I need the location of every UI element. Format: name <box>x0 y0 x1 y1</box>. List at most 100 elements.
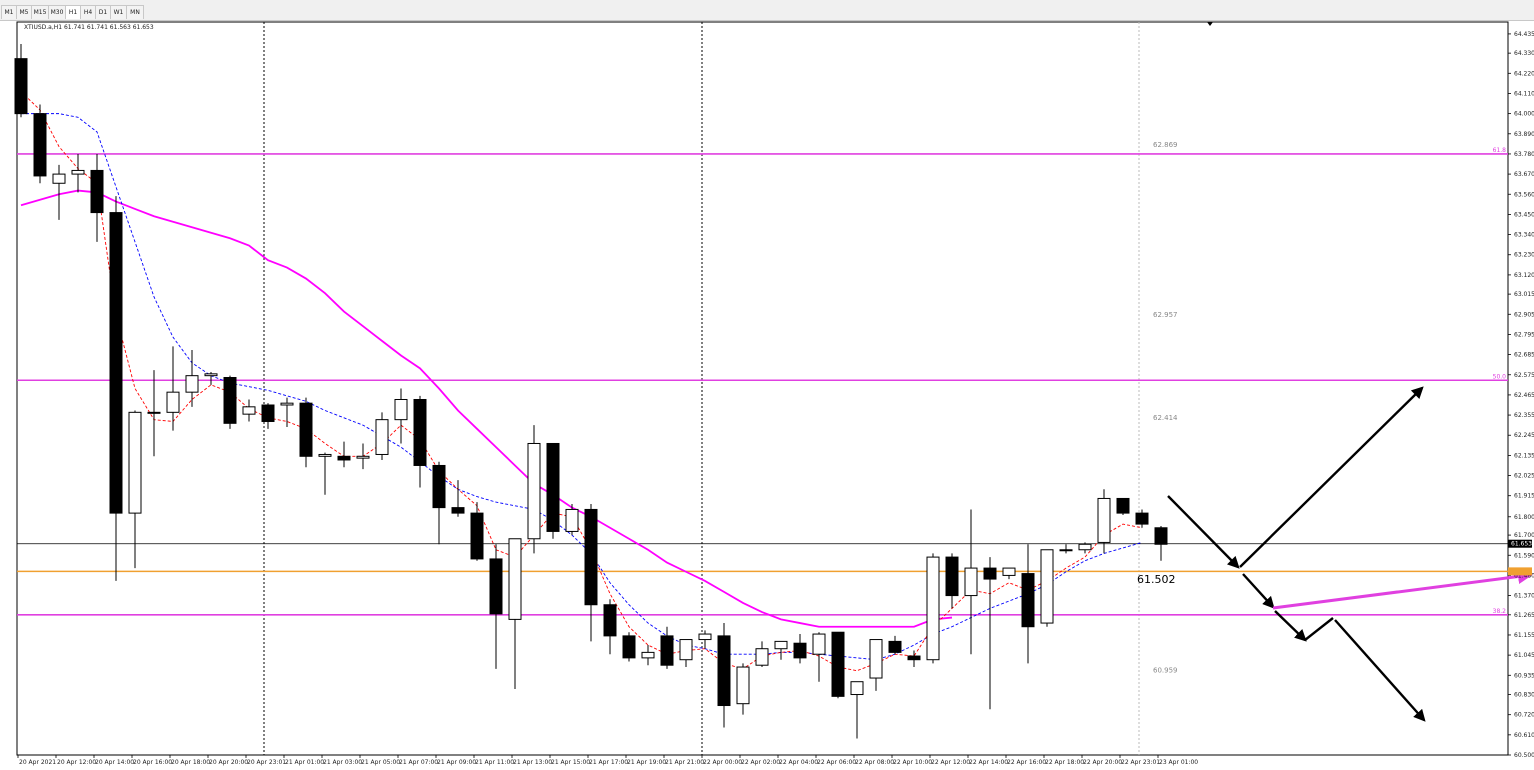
orange-price-badge <box>1508 567 1532 576</box>
candle-body-56 <box>1078 543 1092 551</box>
candle-31 <box>603 599 617 655</box>
candle-27 <box>527 425 541 554</box>
candle-8 <box>166 346 180 431</box>
candle-body-24 <box>470 512 484 560</box>
candle-15 <box>299 397 313 468</box>
level-label-3: 60.959 <box>1153 667 1178 675</box>
candle-23 <box>451 480 465 517</box>
candle-body-46 <box>888 640 902 653</box>
time-tick-label-29: 22 Apr 23:01 <box>1121 759 1160 766</box>
candle-3 <box>71 153 85 193</box>
candle-body-11 <box>223 377 237 424</box>
candle-body-7 <box>147 411 161 414</box>
candle-body-43 <box>831 631 845 697</box>
timeframe-toolbar: M1 M5 M15 M30 H1 H4 D1 W1 MN <box>0 0 1534 21</box>
candle-33 <box>641 645 655 666</box>
price-tick-label-11: 63.230 <box>1514 252 1534 259</box>
price-tick-label-26: 61.590 <box>1514 552 1534 559</box>
candle-body-31 <box>603 604 617 637</box>
candle-41 <box>793 634 807 664</box>
candle-18 <box>356 443 370 470</box>
candle-body-20 <box>394 398 408 421</box>
candle-body-17 <box>337 455 351 461</box>
price-tick-label-29: 61.265 <box>1514 612 1534 619</box>
time-tick-label-15: 21 Apr 17:00 <box>589 759 628 766</box>
candle-4 <box>90 153 104 242</box>
current-price-label: 61.653 <box>1511 541 1532 548</box>
candle-32 <box>622 632 636 662</box>
level-label-2: 62.414 <box>1153 414 1178 422</box>
timeframe-mn[interactable]: MN <box>126 5 144 19</box>
symbol-label: XTIUSD.a,H1 61.741 61.741 61.563 61.653 <box>24 24 154 31</box>
time-tick-label-14: 21 Apr 15:00 <box>551 759 590 766</box>
candle-body-49 <box>945 556 959 597</box>
time-tick-label-8: 21 Apr 03:00 <box>323 759 362 766</box>
candle-body-38 <box>736 666 750 705</box>
price-tick-label-20: 62.245 <box>1514 432 1534 439</box>
forecast-arrow-0 <box>1167 495 1240 569</box>
candle-29 <box>565 503 579 536</box>
candle-body-48 <box>926 556 940 661</box>
candle-body-8 <box>166 391 180 413</box>
candle-body-44 <box>850 681 864 696</box>
candle-47 <box>907 650 921 668</box>
candle-body-19 <box>375 419 389 455</box>
candle-58 <box>1116 497 1130 515</box>
price-tick-label-6: 63.780 <box>1514 151 1534 158</box>
candle-5 <box>109 196 123 581</box>
candle-body-32 <box>622 635 636 659</box>
candle-body-3 <box>71 169 85 175</box>
forecast-arrow-5 <box>1334 619 1426 722</box>
candle-45 <box>869 639 883 691</box>
candle-body-36 <box>698 633 712 641</box>
time-tick-label-20: 22 Apr 04:00 <box>779 759 818 766</box>
price-tick-label-14: 62.905 <box>1514 311 1534 318</box>
price-tick-label-7: 63.670 <box>1514 171 1534 178</box>
price-tick-label-1: 64.330 <box>1514 50 1534 57</box>
time-tick-label-25: 22 Apr 14:00 <box>969 759 1008 766</box>
candle-6 <box>128 410 142 569</box>
price-tick-label-9: 63.450 <box>1514 211 1534 218</box>
moving-average-2 <box>20 91 1143 672</box>
price-tick-label-16: 62.685 <box>1514 352 1534 359</box>
candle-body-10 <box>204 373 218 377</box>
hline-label-1: 50.0 <box>1493 373 1507 380</box>
candle-body-60 <box>1154 527 1168 545</box>
time-tick-label-6: 20 Apr 23:01 <box>247 759 286 766</box>
time-tick-label-7: 21 Apr 01:00 <box>285 759 324 766</box>
candle-body-41 <box>793 642 807 659</box>
candle-40 <box>774 640 788 660</box>
candle-16 <box>318 452 332 495</box>
price-tick-label-12: 63.120 <box>1514 272 1534 279</box>
fib-level-lines: 61.8 50.0 38.2 <box>17 147 1508 616</box>
time-tick-label-13: 21 Apr 13:00 <box>513 759 552 766</box>
time-tick-label-24: 22 Apr 12:00 <box>931 759 970 766</box>
forecast-arrow-2 <box>1242 573 1275 609</box>
candle-9 <box>185 350 199 407</box>
candle-body-30 <box>584 508 598 606</box>
candle-19 <box>375 412 389 460</box>
candle-38 <box>736 663 750 715</box>
hline-label-3: 38.2 <box>1493 608 1507 615</box>
price-tick-label-22: 62.025 <box>1514 473 1534 480</box>
candle-28 <box>546 442 560 539</box>
price-tick-label-19: 62.355 <box>1514 412 1534 419</box>
forecast-arrow-4 <box>1304 617 1334 641</box>
candle-10 <box>204 372 218 385</box>
price-tick-label-5: 63.890 <box>1514 131 1534 138</box>
time-tick-label-16: 21 Apr 19:00 <box>627 759 666 766</box>
price-tick-label-4: 64.000 <box>1514 111 1534 118</box>
forecast-arrow-3 <box>1274 610 1307 642</box>
candle-body-22 <box>432 464 446 509</box>
candle-0 <box>14 43 28 118</box>
candle-1 <box>33 104 47 184</box>
candle-body-15 <box>299 402 313 457</box>
price-tick-label-17: 62.575 <box>1514 372 1534 379</box>
candle-body-13 <box>261 404 275 422</box>
candle-body-54 <box>1040 549 1054 624</box>
hline-label-0: 61.8 <box>1493 147 1507 154</box>
candle-body-59 <box>1135 512 1149 525</box>
candle-body-16 <box>318 453 332 457</box>
